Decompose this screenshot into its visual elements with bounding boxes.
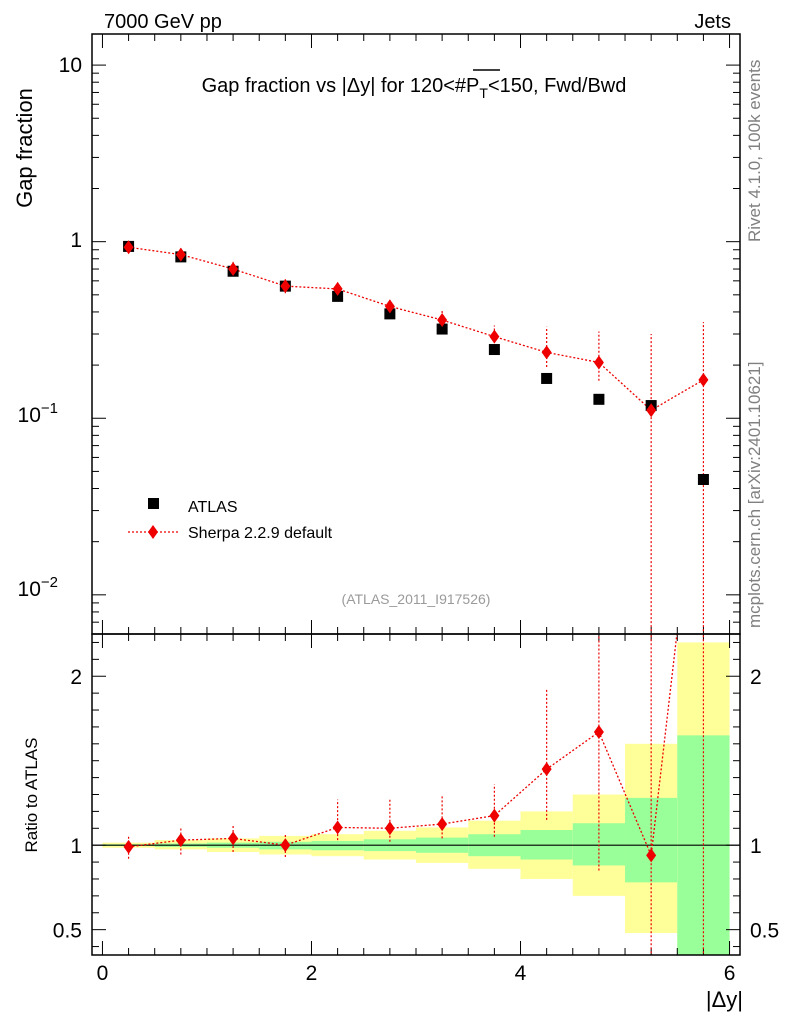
ytick-0.01-base: 10 [18, 578, 41, 601]
x-axis-label: |Δy| [706, 987, 743, 1012]
sherpa-point [437, 313, 448, 328]
title-suffix: <150, Fwd/Bwd [488, 75, 626, 97]
ytick-label-10: 10 [59, 54, 82, 77]
sherpa-point [646, 403, 657, 418]
x-tick-labels: 0 2 4 6 [97, 962, 736, 985]
ratio-point [280, 838, 291, 853]
ratio-ytick-label-right: 1 [750, 835, 762, 858]
ratio-point [123, 839, 134, 854]
xtick-label: 4 [515, 962, 527, 985]
ratio-ytick-label-left: 2 [70, 666, 82, 689]
top-panel-frame [91, 33, 741, 635]
atlas-point [488, 344, 500, 356]
title-p: P [466, 75, 479, 97]
sherpa-point [489, 329, 500, 344]
ytick-0.01-exp: −2 [41, 574, 58, 591]
sherpa-point [175, 247, 186, 262]
ratio-point [437, 817, 448, 832]
sherpa-point [123, 240, 134, 255]
atlas-point [541, 372, 553, 384]
ytick-label-0.01: 10−2 [18, 574, 58, 601]
sherpa-point [280, 279, 291, 294]
xtick-label: 2 [306, 962, 318, 985]
title-prefix: Gap fraction vs |Δy| for 120<# [202, 75, 467, 97]
ratio-point [593, 724, 604, 739]
atlas-point [384, 308, 396, 320]
ratio-panel-frame [91, 633, 741, 956]
legend-sherpa-marker [148, 525, 158, 539]
legend-atlas-marker [148, 498, 159, 509]
jets-label: Jets [694, 11, 731, 33]
sherpa-line [128, 246, 704, 412]
sherpa-point [384, 299, 395, 314]
ytick-label-0.1: 10−1 [18, 400, 58, 427]
sherpa-point [228, 262, 239, 277]
ratio-point [489, 808, 500, 823]
ratio-point [228, 831, 239, 846]
analysis-label: (ATLAS_2011_I917526) [342, 591, 491, 607]
atlas-point [593, 393, 605, 405]
ratio-point [541, 762, 552, 777]
ytick-0.1-base: 10 [18, 404, 41, 427]
ratio-point [384, 821, 395, 836]
gap-fraction-axis-label: Gap fraction [12, 88, 37, 208]
ytick-0.1-exp: −1 [41, 400, 58, 417]
mcplots-label: mcplots.cern.ch [arXiv:2401.10621] [745, 362, 764, 628]
uncertainty-bands [102, 642, 730, 955]
rivet-label: Rivet 4.1.0, 100k events [745, 60, 764, 242]
title-sub-t: T [479, 85, 488, 101]
energy-label: 7000 GeV pp [104, 11, 222, 33]
ratio-point [332, 820, 343, 835]
atlas-point [697, 473, 709, 485]
sherpa-point [593, 355, 604, 370]
top-panel-marks [123, 240, 709, 634]
ratio-ytick-label-right: 2 [750, 666, 762, 689]
atlas-point [436, 323, 448, 335]
ratio-ytick-label-right: 0.5 [750, 920, 779, 943]
legend-atlas-label: ATLAS [188, 499, 238, 516]
ratio-ytick-label-left: 0.5 [53, 920, 82, 943]
ratio-axis-label: Ratio to ATLAS [22, 738, 41, 853]
legend-sherpa-label: Sherpa 2.2.9 default [188, 525, 333, 542]
sherpa-point [332, 281, 343, 296]
axis-ticks [92, 34, 740, 955]
ratio-point [646, 848, 657, 863]
ratio-tick-labels: 0.5 0.5 1 1 2 2 [53, 666, 779, 942]
ratio-ytick-label-left: 1 [70, 835, 82, 858]
ytick-label-1: 1 [70, 229, 82, 252]
sherpa-point [698, 372, 709, 387]
ratio-panel-marks [123, 634, 705, 955]
ratio-point [175, 833, 186, 848]
xtick-label: 6 [724, 962, 736, 985]
ratio-sherpa-line [128, 634, 678, 858]
plot-title: Gap fraction vs |Δy| for 120<#PT<150, Fw… [202, 75, 627, 101]
sherpa-point [541, 345, 552, 360]
xtick-label: 0 [97, 962, 109, 985]
atlas-point [332, 290, 344, 302]
